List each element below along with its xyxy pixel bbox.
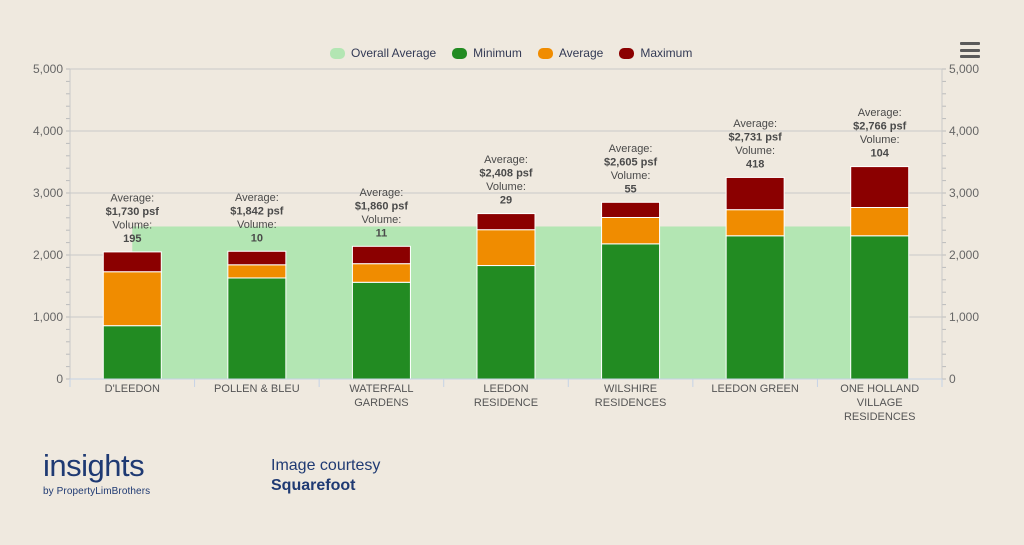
data-label: 11: [376, 227, 388, 239]
data-label: $1,842 psf: [230, 205, 284, 217]
y-tick-label-right: 3,000: [949, 186, 979, 200]
data-label: 418: [746, 158, 764, 170]
data-label: $2,408 psf: [479, 168, 533, 180]
bar-minimum[interactable]: [476, 265, 536, 380]
data-label: Average:: [484, 154, 528, 166]
data-label: Average:: [235, 192, 279, 204]
bar-minimum[interactable]: [227, 277, 287, 380]
data-label: 104: [871, 148, 890, 160]
legend-label-average: Average: [558, 46, 604, 60]
legend-label-overall-average: Overall Average: [351, 46, 437, 60]
x-tick-label: WILSHIRE: [604, 383, 657, 395]
x-tick-label: VILLAGE: [857, 397, 903, 409]
x-tick-label: LEEDON: [483, 383, 528, 395]
data-label: 55: [624, 183, 636, 195]
y-tick-label-left: 4,000: [33, 124, 63, 138]
bar-maximum[interactable]: [351, 245, 411, 265]
data-label: Volume:: [237, 219, 277, 231]
y-tick-label-right: 2,000: [949, 248, 979, 262]
legend-item-average[interactable]: Average: [537, 46, 604, 60]
courtesy-label: Image courtesy: [271, 457, 381, 474]
bar-maximum[interactable]: [601, 201, 661, 218]
y-tick-label-right: 4,000: [949, 124, 979, 138]
x-tick-label: D'LEEDON: [105, 383, 160, 395]
x-tick-label: ONE HOLLAND: [840, 383, 919, 395]
legend-item-overall-average[interactable]: Overall Average: [330, 46, 436, 60]
bar-minimum[interactable]: [850, 235, 910, 380]
chart-legend: Overall Average Minimum Average Maximum: [330, 44, 692, 62]
data-label: Volume:: [362, 214, 402, 226]
y-tick-label-left: 2,000: [33, 248, 63, 262]
data-label: 195: [123, 233, 141, 245]
y-tick-label-right: 0: [949, 372, 956, 386]
bar-minimum[interactable]: [725, 235, 785, 380]
x-tick-label: RESIDENCES: [844, 411, 916, 423]
bar-average[interactable]: [102, 271, 162, 327]
bar-average[interactable]: [227, 264, 287, 279]
data-label: $2,605 psf: [604, 156, 658, 168]
brand-tagline: by PropertyLimBrothers: [43, 486, 151, 497]
x-tick-label: LEEDON GREEN: [711, 383, 798, 395]
hamburger-menu-icon[interactable]: [960, 42, 980, 58]
data-label: Average:: [609, 143, 653, 155]
data-label: Volume:: [860, 134, 900, 146]
data-label: Volume:: [735, 145, 775, 157]
x-tick-label: RESIDENCES: [595, 397, 667, 409]
brand-name: insights: [43, 448, 145, 483]
bar-minimum[interactable]: [601, 243, 661, 380]
legend-swatch-overall-average: [330, 47, 345, 59]
legend-item-maximum[interactable]: Maximum: [619, 46, 692, 60]
data-label: 29: [500, 195, 512, 207]
data-label: $1,860 psf: [355, 200, 409, 212]
y-tick-label-right: 5,000: [949, 62, 979, 76]
data-label: Average:: [110, 192, 154, 204]
menu-bar: [960, 55, 980, 58]
bar-maximum[interactable]: [227, 250, 287, 266]
y-tick-label-left: 3,000: [33, 186, 63, 200]
bar-average[interactable]: [351, 263, 411, 283]
bar-average[interactable]: [476, 229, 536, 267]
data-label: 10: [251, 232, 263, 244]
image-courtesy: Image courtesy Squarefoot: [271, 456, 380, 496]
y-tick-label-left: 0: [56, 372, 63, 386]
legend-label-minimum: Minimum: [473, 46, 522, 60]
legend-swatch-minimum: [452, 47, 468, 59]
y-tick-label-right: 1,000: [949, 310, 979, 324]
data-label: Volume:: [486, 181, 526, 193]
y-tick-label-left: 1,000: [33, 310, 63, 324]
legend-swatch-maximum: [619, 47, 635, 59]
bar-average[interactable]: [601, 216, 661, 245]
data-label: Volume:: [112, 219, 152, 231]
bar-minimum[interactable]: [102, 325, 162, 380]
bar-maximum[interactable]: [850, 166, 910, 209]
x-tick-label: RESIDENCE: [474, 397, 538, 409]
data-label: Average:: [733, 118, 777, 130]
x-tick-label: POLLEN & BLEU: [214, 383, 300, 395]
data-label: $2,766 psf: [853, 121, 907, 133]
bar-average[interactable]: [850, 207, 910, 237]
data-label: $1,730 psf: [106, 206, 160, 218]
x-tick-label: GARDENS: [354, 397, 408, 409]
courtesy-source: Squarefoot: [271, 477, 356, 494]
y-tick-label-left: 5,000: [33, 62, 63, 76]
legend-item-minimum[interactable]: Minimum: [452, 46, 522, 60]
insights-logo: insights by PropertyLimBrothers: [43, 448, 150, 498]
data-label: Average:: [360, 187, 404, 199]
bar-maximum[interactable]: [102, 251, 162, 273]
menu-bar: [960, 48, 980, 52]
bar-maximum[interactable]: [725, 176, 785, 211]
bar-maximum[interactable]: [476, 213, 536, 231]
bar-minimum[interactable]: [351, 281, 411, 380]
x-tick-label: WATERFALL: [349, 383, 413, 395]
legend-label-maximum: Maximum: [640, 46, 693, 60]
data-label: Volume:: [611, 170, 651, 182]
legend-swatch-average: [537, 47, 553, 59]
data-label: Average:: [858, 107, 902, 119]
bar-average[interactable]: [725, 209, 785, 237]
menu-bar: [960, 42, 980, 45]
data-label: $2,731 psf: [729, 131, 783, 143]
